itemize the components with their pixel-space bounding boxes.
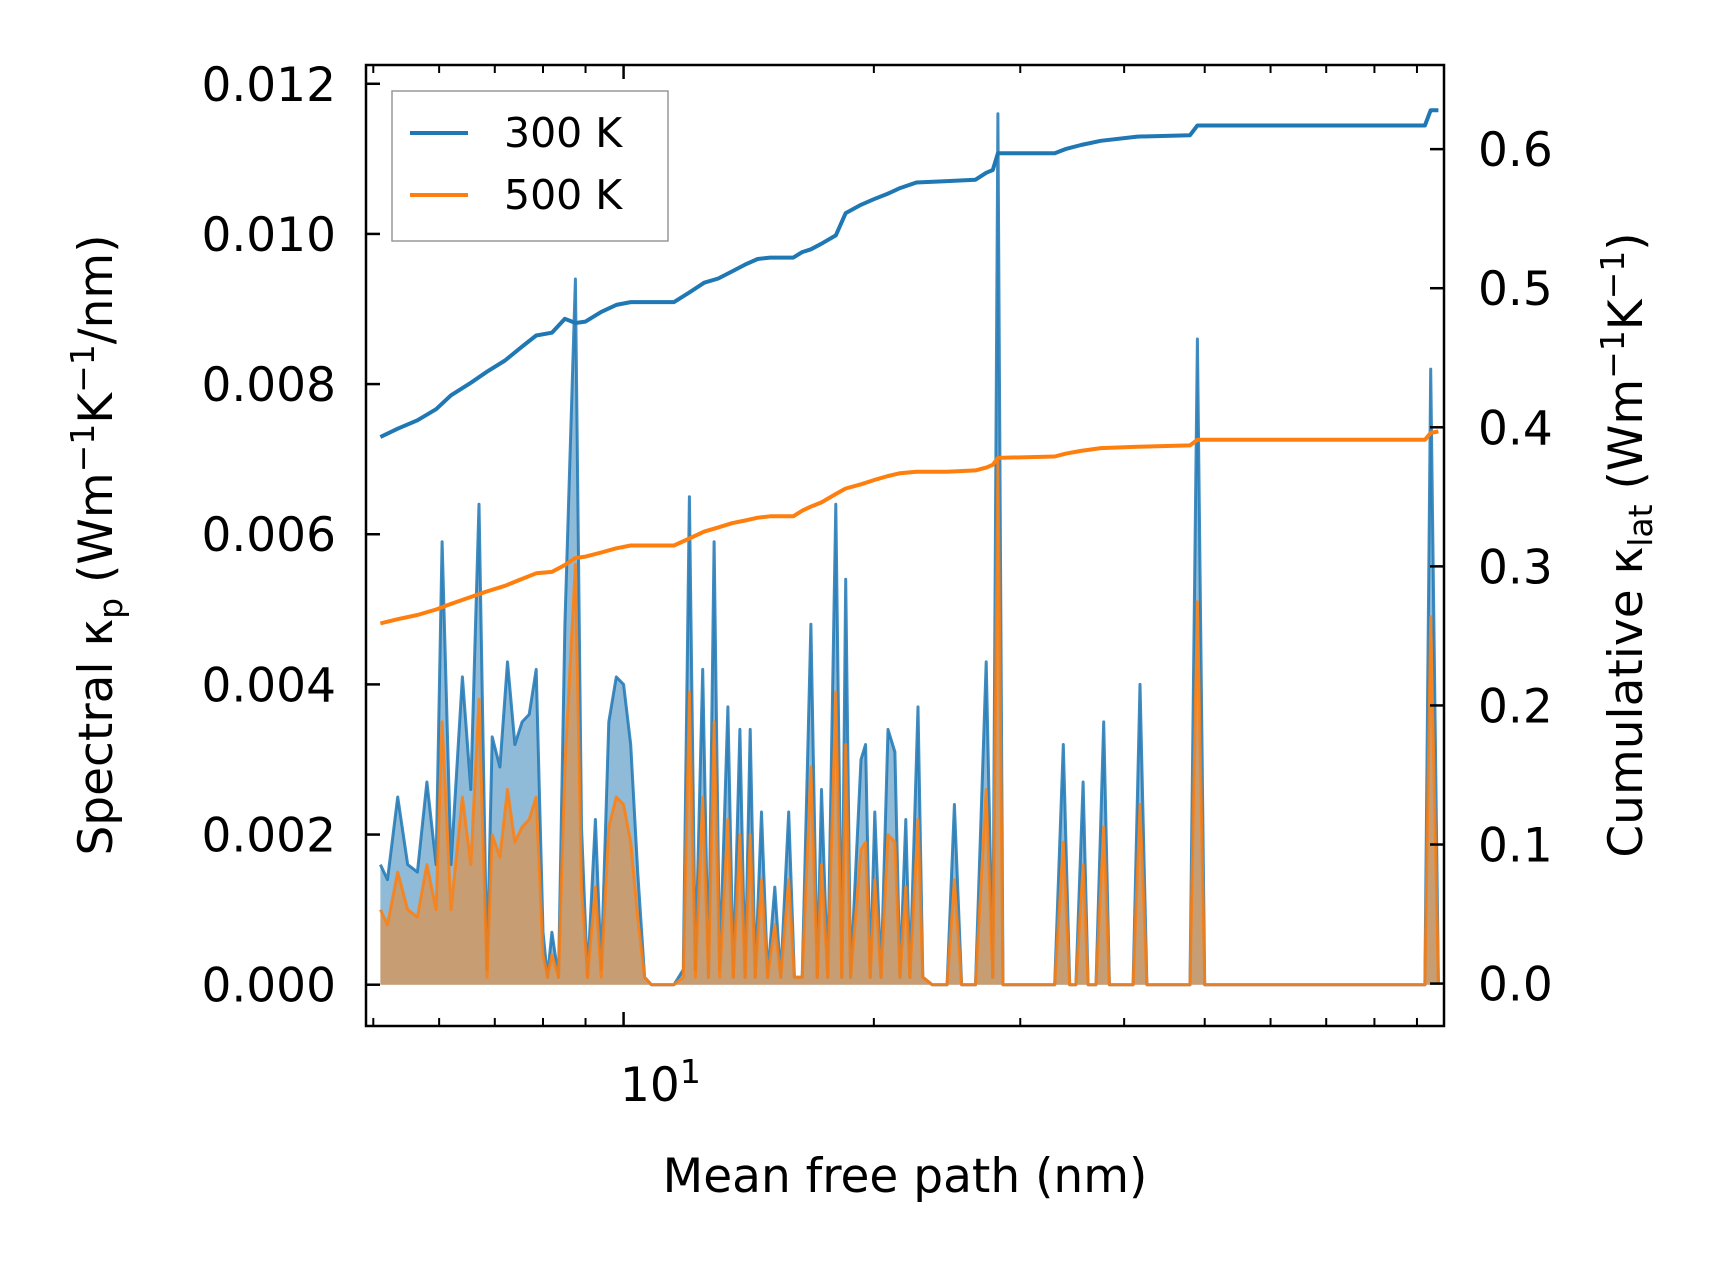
y-left-sub: p xyxy=(91,598,130,619)
cumulative-500k-line xyxy=(379,429,1439,626)
y-right-mid: K xyxy=(1599,298,1654,330)
tick-marks xyxy=(366,65,1444,1026)
y-left-sup2: −1 xyxy=(63,344,102,393)
y-left-sup1: −1 xyxy=(63,424,102,473)
left-tick-label-4: 0.008 xyxy=(201,358,336,413)
y-left-tail: /nm) xyxy=(69,234,124,344)
tick-labels: 0.000 0.002 0.004 0.006 0.008 0.010 0.012 0.0 0.… xyxy=(201,58,1552,1014)
x-axis-title: Mean free path (nm) xyxy=(663,1149,1148,1204)
y-axis-title-right: Cumulative κlat (Wm−1K−1) xyxy=(1593,232,1660,857)
plot-frame xyxy=(364,63,1446,1028)
left-tick-label-6: 0.012 xyxy=(201,58,336,113)
left-tick-label-3: 0.006 xyxy=(201,508,336,563)
y-right-tail: ) xyxy=(1599,232,1654,250)
right-tick-label-6: 0.6 xyxy=(1478,123,1553,178)
x-tick-label-base: 10 xyxy=(620,1058,680,1113)
left-tick-label-1: 0.002 xyxy=(201,809,336,864)
right-tick-label-1: 0.1 xyxy=(1478,819,1553,874)
y-right-sub: lat xyxy=(1621,504,1660,546)
y-left-mid: K xyxy=(69,392,124,424)
right-tick-label-0: 0.0 xyxy=(1478,958,1553,1013)
left-tick-label-0: 0.000 xyxy=(201,959,336,1014)
y-right-sup2: −1 xyxy=(1593,251,1632,300)
x-tick-label-exponent: 1 xyxy=(680,1052,701,1091)
y-left-open: (Wm xyxy=(69,472,124,598)
y-axis-title-left: Spectral κp (Wm−1K−1/nm) xyxy=(63,234,130,855)
legend-label-300k: 300 K xyxy=(504,109,623,157)
y-left-prefix: Spectral κ xyxy=(69,619,124,856)
legend-box xyxy=(391,90,669,242)
legend-label-500k: 500 K xyxy=(504,171,623,219)
y-right-prefix: Cumulative κ xyxy=(1599,547,1654,858)
legend: 300 K 500 K xyxy=(391,90,669,242)
right-tick-label-4: 0.4 xyxy=(1478,401,1553,456)
cumulative-300k-line xyxy=(379,108,1439,439)
y-right-open: (Wm xyxy=(1599,379,1654,505)
series-lines xyxy=(379,108,1439,626)
y-right-sup1: −1 xyxy=(1593,330,1632,379)
spectral-fills xyxy=(379,112,1440,987)
right-tick-label-2: 0.2 xyxy=(1478,679,1553,734)
left-tick-label-2: 0.004 xyxy=(201,658,336,713)
right-tick-label-5: 0.5 xyxy=(1478,262,1553,317)
x-tick-label-10: 101 xyxy=(620,1052,701,1113)
spectral-500k-line xyxy=(379,457,1440,987)
left-tick-label-5: 0.010 xyxy=(201,208,336,263)
right-tick-label-3: 0.3 xyxy=(1478,540,1553,595)
